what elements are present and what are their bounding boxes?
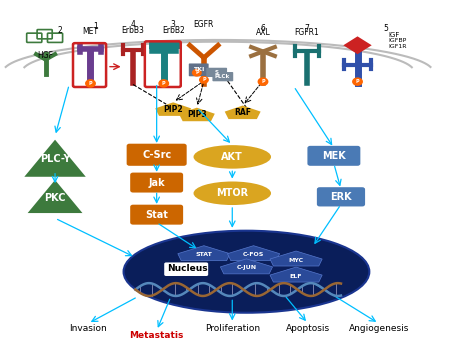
- Text: S: S: [214, 70, 218, 75]
- FancyBboxPatch shape: [127, 144, 187, 166]
- Text: IGF: IGF: [388, 32, 400, 38]
- Text: P: P: [195, 70, 199, 75]
- Text: PLC-Y: PLC-Y: [40, 154, 70, 164]
- Polygon shape: [178, 246, 230, 261]
- Ellipse shape: [193, 182, 271, 205]
- Text: 1: 1: [93, 22, 98, 31]
- Text: PIP3: PIP3: [187, 110, 207, 119]
- Text: Jak: Jak: [148, 178, 165, 188]
- Circle shape: [192, 69, 201, 76]
- Text: PKC: PKC: [44, 193, 66, 203]
- Text: 7: 7: [304, 24, 310, 33]
- Polygon shape: [228, 246, 280, 261]
- Text: MTOR: MTOR: [216, 188, 248, 198]
- FancyBboxPatch shape: [308, 146, 360, 166]
- Text: PIP2: PIP2: [164, 105, 183, 113]
- Text: C-JUN: C-JUN: [237, 265, 256, 270]
- Text: C-FOS: C-FOS: [243, 252, 264, 257]
- Text: IGF1R: IGF1R: [388, 44, 407, 49]
- FancyBboxPatch shape: [130, 205, 183, 225]
- Text: P: P: [261, 79, 265, 84]
- Circle shape: [200, 77, 208, 83]
- Polygon shape: [27, 180, 82, 213]
- Text: 2: 2: [57, 25, 62, 35]
- Circle shape: [86, 80, 95, 87]
- Polygon shape: [225, 106, 261, 119]
- Text: AKT: AKT: [221, 152, 243, 162]
- Text: ERK: ERK: [330, 192, 352, 202]
- Polygon shape: [343, 37, 372, 54]
- FancyBboxPatch shape: [317, 187, 365, 207]
- Polygon shape: [270, 251, 322, 266]
- Text: 5: 5: [383, 24, 388, 33]
- Circle shape: [258, 78, 268, 85]
- Text: PLCk: PLCk: [215, 74, 230, 79]
- Polygon shape: [24, 140, 86, 177]
- Text: Angiogenesis: Angiogenesis: [348, 324, 409, 333]
- Text: P: P: [202, 77, 206, 82]
- Text: EGFR: EGFR: [194, 20, 214, 29]
- Polygon shape: [220, 259, 273, 274]
- FancyBboxPatch shape: [189, 63, 209, 76]
- Text: Metastatis: Metastatis: [129, 332, 184, 340]
- FancyBboxPatch shape: [212, 72, 233, 81]
- Text: TKI: TKI: [193, 67, 204, 72]
- Text: ErbB2: ErbB2: [162, 25, 184, 35]
- FancyBboxPatch shape: [130, 173, 183, 193]
- Text: 3: 3: [171, 20, 176, 29]
- Text: P: P: [356, 79, 359, 84]
- Circle shape: [159, 80, 168, 87]
- Ellipse shape: [124, 231, 369, 313]
- Text: HGF: HGF: [37, 50, 54, 60]
- Text: Nucleus: Nucleus: [167, 264, 208, 274]
- Text: IGFBP: IGFBP: [388, 39, 407, 43]
- Polygon shape: [179, 108, 215, 121]
- Text: MET: MET: [82, 27, 99, 37]
- Text: STAT: STAT: [196, 252, 212, 257]
- Polygon shape: [155, 102, 191, 116]
- Text: ErbB3: ErbB3: [122, 25, 145, 35]
- Text: P: P: [89, 81, 92, 86]
- Circle shape: [353, 78, 362, 85]
- Text: C-Src: C-Src: [142, 150, 171, 160]
- Polygon shape: [270, 267, 322, 282]
- Text: RAF: RAF: [234, 108, 251, 117]
- FancyBboxPatch shape: [206, 68, 227, 77]
- Text: Stat: Stat: [145, 210, 168, 220]
- Text: P: P: [162, 81, 165, 86]
- Text: 4: 4: [131, 20, 136, 29]
- Text: MEK: MEK: [322, 151, 346, 161]
- Text: 6: 6: [261, 24, 265, 33]
- Text: FGFR1: FGFR1: [294, 28, 319, 38]
- Text: Proliferation: Proliferation: [205, 324, 260, 333]
- Text: Apoptosis: Apoptosis: [286, 324, 330, 333]
- FancyBboxPatch shape: [164, 262, 208, 276]
- Text: Invasion: Invasion: [69, 324, 107, 333]
- Text: AXL: AXL: [255, 28, 270, 38]
- Text: MYC: MYC: [289, 257, 304, 262]
- Text: ELF: ELF: [290, 274, 302, 279]
- Ellipse shape: [193, 145, 271, 169]
